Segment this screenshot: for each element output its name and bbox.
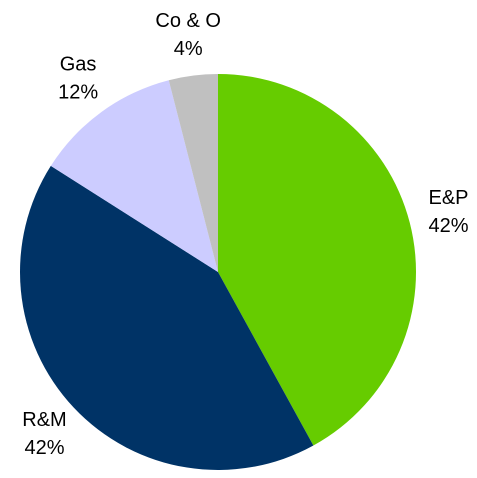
slice-label: R&M xyxy=(22,409,66,431)
pie-slice xyxy=(168,74,218,272)
pie-slice xyxy=(19,165,314,470)
slice-value-label: 4% xyxy=(174,38,203,60)
slice-label: E&P xyxy=(429,187,469,209)
slice-value-label: 42% xyxy=(24,437,64,459)
pie-slice xyxy=(50,80,218,272)
pie-slice xyxy=(218,74,417,446)
slice-label: Gas xyxy=(60,54,97,76)
slice-label: Co & O xyxy=(155,10,221,32)
slice-value-label: 42% xyxy=(429,215,469,237)
slice-value-label: 12% xyxy=(58,82,98,104)
